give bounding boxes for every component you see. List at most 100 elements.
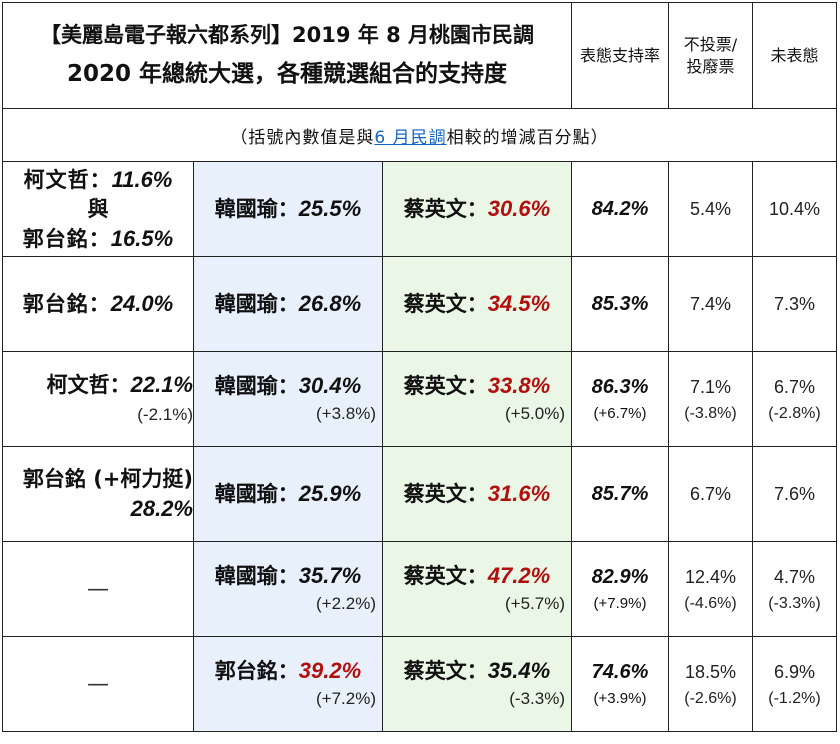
third-name: 郭台銘： <box>22 292 111 316</box>
undecided-value: 4.7% <box>773 567 816 587</box>
novote-delta: (-3.8%) <box>684 405 737 422</box>
tsai-cell: 蔡英文：30.6% <box>382 161 572 257</box>
header-novote-line2: 投廢票 <box>686 56 735 76</box>
tsai-delta: (+5.0%) <box>505 404 565 423</box>
support-cell: 82.9% (+7.9%) <box>571 541 669 637</box>
han-cell: 韓國瑜：30.4% (+3.8%) <box>193 351 383 447</box>
novote-value: 6.7% <box>689 484 732 504</box>
undecided-delta: (-2.8%) <box>768 405 821 422</box>
tsai-name: 蔡英文： <box>403 374 488 398</box>
han-name: 韓國瑜： <box>214 564 299 588</box>
third-candidate-cell: 郭台銘 (+柯力挺) 28.2% <box>2 446 194 542</box>
tsai-cell: 蔡英文：47.2% (+5.7%) <box>382 541 572 637</box>
header-undecided: 未表態 <box>752 2 837 109</box>
tsai-delta: (+5.7%) <box>505 594 565 613</box>
tsai-delta: (-3.3%) <box>509 689 565 708</box>
support-value: 84.2% <box>591 198 649 220</box>
han-pct: 39.2% <box>298 658 362 683</box>
han-pct: 30.4% <box>298 373 362 398</box>
novote-value: 18.5% <box>684 662 737 682</box>
tsai-pct: 30.6% <box>487 196 551 221</box>
han-delta: (+2.2%) <box>316 594 376 613</box>
novote-cell: 5.4% <box>668 161 753 257</box>
undecided-cell: 10.4% <box>752 161 837 257</box>
support-value: 82.9% <box>591 566 649 588</box>
support-value: 85.3% <box>591 293 649 315</box>
third-candidate-cell: 郭台銘：24.0% <box>2 256 194 352</box>
third-pct: 22.1% <box>130 371 193 397</box>
table-row: 郭台銘：24.0% 韓國瑜：26.8% 蔡英文：34.5% 85.3% 7.4%… <box>2 256 837 352</box>
tsai-cell: 蔡英文：31.6% <box>382 446 572 542</box>
third-pct: 11.6% <box>111 166 173 192</box>
table-row: 柯文哲：22.1% (-2.1%) 韓國瑜：30.4% (+3.8%) 蔡英文：… <box>2 351 837 447</box>
novote-delta: (-4.6%) <box>684 595 737 612</box>
support-cell: 84.2% <box>571 161 669 257</box>
han-name: 郭台銘： <box>214 659 299 683</box>
han-name: 韓國瑜： <box>214 292 299 316</box>
note-row: （括號內數值是與6 月民調相較的增減百分點） <box>2 108 837 162</box>
novote-cell: 6.7% <box>668 446 753 542</box>
third-candidate-cell: 柯文哲：11.6% 與 郭台銘：16.5% <box>2 161 194 257</box>
tsai-name: 蔡英文： <box>403 564 488 588</box>
tsai-name: 蔡英文： <box>403 197 488 221</box>
han-pct: 35.7% <box>298 563 362 588</box>
novote-cell: 7.1% (-3.8%) <box>668 351 753 447</box>
tsai-cell: 蔡英文：33.8% (+5.0%) <box>382 351 572 447</box>
title-line2: 2020 年總統大選，各種競選組合的支持度 <box>66 60 508 87</box>
support-cell: 85.3% <box>571 256 669 352</box>
undecided-delta: (-3.3%) <box>768 595 821 612</box>
han-cell: 韓國瑜：25.9% <box>193 446 383 542</box>
title-line1: 【美麗島電子報六都系列】2019 年 8 月桃園市民調 <box>40 22 534 47</box>
tsai-cell: 蔡英文：34.5% <box>382 256 572 352</box>
third-pct: 28.2% <box>130 495 193 521</box>
tsai-pct: 34.5% <box>487 291 551 316</box>
tsai-name: 蔡英文： <box>403 659 488 683</box>
table-row: 柯文哲：11.6% 與 郭台銘：16.5% 韓國瑜：25.5% 蔡英文：30.6… <box>2 161 837 257</box>
undecided-cell: 4.7% (-3.3%) <box>752 541 837 637</box>
header-undecided-label: 未表態 <box>770 45 819 65</box>
header-novote: 不投票/ 投廢票 <box>668 2 753 109</box>
note-suffix: 相較的增減百分點） <box>446 127 609 148</box>
third-candidate-cell: — <box>2 541 194 637</box>
note-prefix: （括號內數值是與 <box>230 127 375 148</box>
tsai-pct: 33.8% <box>487 373 551 398</box>
note-cell: （括號內數值是與6 月民調相較的增減百分點） <box>2 108 837 162</box>
undecided-cell: 7.6% <box>752 446 837 542</box>
han-pct: 26.8% <box>298 291 362 316</box>
tsai-name: 蔡英文： <box>403 482 488 506</box>
tsai-name: 蔡英文： <box>403 292 488 316</box>
header-novote-line1: 不投票/ <box>683 34 738 54</box>
third-name: 柯文哲： <box>23 167 112 192</box>
third-dash: — <box>87 576 109 602</box>
han-cell: 韓國瑜：26.8% <box>193 256 383 352</box>
undecided-cell: 7.3% <box>752 256 837 352</box>
undecided-cell: 6.7% (-2.8%) <box>752 351 837 447</box>
novote-cell: 7.4% <box>668 256 753 352</box>
han-name: 韓國瑜： <box>214 374 299 398</box>
title-cell: 【美麗島電子報六都系列】2019 年 8 月桃園市民調 2020 年總統大選，各… <box>2 2 572 109</box>
tsai-pct: 31.6% <box>487 481 551 506</box>
tsai-cell: 蔡英文：35.4% (-3.3%) <box>382 636 572 732</box>
third-joiner: 與 <box>87 196 109 221</box>
han-cell: 韓國瑜：35.7% (+2.2%) <box>193 541 383 637</box>
note-link[interactable]: 6 月民調 <box>374 127 447 148</box>
undecided-value: 7.6% <box>773 484 816 504</box>
support-delta: (+7.9%) <box>593 595 647 612</box>
support-value: 74.6% <box>591 661 649 683</box>
support-delta: (+3.9%) <box>593 690 647 707</box>
novote-cell: 18.5% (-2.6%) <box>668 636 753 732</box>
table-row: 郭台銘 (+柯力挺) 28.2% 韓國瑜：25.9% 蔡英文：31.6% 85.… <box>2 446 837 542</box>
undecided-value: 6.7% <box>773 377 816 397</box>
third-pct: 24.0% <box>110 291 174 316</box>
support-cell: 85.7% <box>571 446 669 542</box>
third-dash: — <box>87 671 109 697</box>
novote-delta: (-2.6%) <box>684 690 737 707</box>
novote-cell: 12.4% (-4.6%) <box>668 541 753 637</box>
header-row: 【美麗島電子報六都系列】2019 年 8 月桃園市民調 2020 年總統大選，各… <box>2 2 837 109</box>
poll-table: 【美麗島電子報六都系列】2019 年 8 月桃園市民調 2020 年總統大選，各… <box>2 2 837 732</box>
third-pct-2: 16.5% <box>110 225 174 251</box>
third-name-2: 郭台銘： <box>22 226 111 251</box>
han-cell: 韓國瑜：25.5% <box>193 161 383 257</box>
header-support: 表態支持率 <box>571 2 669 109</box>
tsai-pct: 47.2% <box>487 563 551 588</box>
